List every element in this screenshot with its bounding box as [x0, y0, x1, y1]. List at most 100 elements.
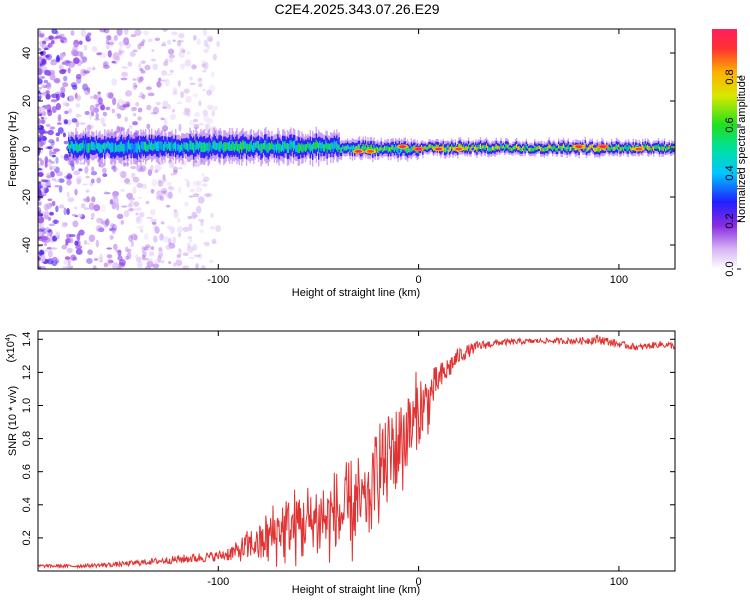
noise-mark	[38, 172, 44, 177]
noise-mark	[51, 165, 57, 170]
noise-mark	[134, 29, 142, 36]
ridge-core	[666, 146, 668, 151]
noise-mark	[117, 113, 122, 119]
noise-mark	[51, 154, 56, 158]
noise-mark	[54, 185, 60, 188]
ridge-core	[531, 147, 533, 152]
noise-mark	[85, 189, 90, 193]
noise-mark	[85, 36, 92, 42]
ridge-core	[536, 146, 538, 150]
noise-mark	[39, 250, 45, 255]
ridge-core	[405, 147, 408, 153]
noise-mark	[192, 193, 200, 198]
ridge-core	[549, 144, 551, 149]
ridge-core	[166, 144, 168, 151]
noise-mark	[60, 53, 66, 58]
ridge-core	[227, 142, 230, 151]
noise-mark	[171, 31, 178, 36]
ridge-core	[408, 147, 410, 153]
ridge-core	[642, 144, 644, 150]
ridge-core	[304, 144, 307, 152]
noise-mark	[103, 64, 110, 69]
noise-mark	[90, 213, 95, 218]
ridge-core	[562, 143, 565, 149]
ridge-core	[100, 144, 102, 153]
ridge-core	[90, 141, 93, 150]
noise-mark	[63, 140, 69, 145]
noise-mark	[164, 78, 170, 87]
noise-mark	[189, 119, 195, 126]
noise-mark	[152, 224, 158, 230]
noise-mark	[38, 266, 42, 269]
hotspot-mark	[599, 145, 607, 149]
noise-mark	[158, 253, 163, 259]
noise-mark	[152, 106, 159, 115]
noise-mark	[206, 44, 211, 50]
noise-mark	[51, 93, 58, 99]
noise-mark	[130, 165, 137, 170]
ridge-core	[226, 142, 229, 150]
ridge-core	[446, 146, 448, 152]
ridge-core	[328, 143, 331, 150]
noise-mark	[107, 92, 114, 99]
ridge-core	[236, 140, 238, 151]
noise-mark	[188, 223, 193, 232]
noise-mark	[182, 226, 190, 232]
noise-mark	[187, 236, 192, 240]
noise-mark	[145, 86, 152, 91]
noise-mark	[60, 86, 66, 94]
ridge-core	[193, 142, 195, 154]
ridge-core	[472, 144, 475, 148]
noise-mark	[132, 78, 137, 81]
noise-mark	[150, 219, 157, 223]
noise-mark	[67, 67, 71, 74]
noise-mark	[161, 41, 166, 46]
ridge-core	[294, 140, 296, 149]
ridge-core	[203, 142, 206, 153]
noise-mark	[184, 59, 192, 67]
ridge-core	[93, 142, 95, 151]
ridge-core	[80, 143, 82, 152]
ridge-core	[532, 148, 535, 152]
noise-mark	[79, 56, 86, 61]
noise-mark	[41, 68, 45, 74]
ridge-core	[149, 142, 152, 150]
ridge-core	[636, 144, 638, 149]
ridge-core	[555, 148, 557, 152]
noise-mark	[186, 180, 190, 188]
noise-mark	[75, 103, 81, 108]
ridge-core	[96, 143, 99, 150]
ridge-core	[524, 147, 526, 152]
noise-mark	[111, 60, 116, 64]
noise-mark	[177, 217, 181, 223]
ridge-core	[516, 143, 518, 149]
ridge-core	[267, 143, 269, 154]
noise-mark	[86, 257, 93, 265]
noise-mark	[48, 159, 52, 163]
noise-mark	[123, 29, 129, 35]
noise-mark	[39, 132, 44, 140]
colorbar-tick-label: 0.4	[724, 165, 736, 180]
noise-mark	[47, 198, 53, 201]
noise-mark	[191, 211, 198, 220]
noise-mark	[177, 80, 181, 87]
noise-mark	[160, 221, 165, 225]
noise-mark	[40, 254, 46, 262]
noise-mark	[151, 49, 155, 52]
noise-mark	[53, 148, 60, 152]
chart-title: C2E4.2025.343.07.26.E29	[274, 1, 439, 17]
noise-mark	[38, 78, 43, 85]
noise-mark	[75, 245, 83, 250]
ridge-core	[224, 142, 226, 152]
ridge-core	[648, 146, 650, 151]
noise-mark	[140, 70, 146, 74]
ridge-core	[340, 147, 343, 153]
ridge-core	[621, 146, 624, 150]
noise-mark	[114, 54, 121, 63]
ridge-core	[520, 148, 523, 152]
ridge-core	[479, 143, 482, 149]
noise-mark	[44, 156, 49, 164]
ridge-core	[128, 139, 130, 150]
ridge-core	[171, 140, 173, 149]
noise-mark	[138, 196, 142, 199]
